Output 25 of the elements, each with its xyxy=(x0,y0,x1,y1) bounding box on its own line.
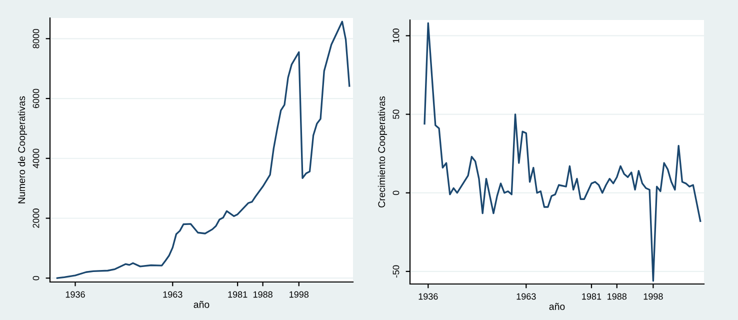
y-axis-title: Numero de Cooperativas xyxy=(18,96,27,204)
x-tick-label: 1998 xyxy=(290,291,309,298)
x-axis-title: año xyxy=(549,302,565,310)
y-tick-label: 100 xyxy=(392,28,400,43)
x-tick-label: 1963 xyxy=(516,293,536,300)
y-axis-title: Crecimiento Cooperativas xyxy=(378,96,387,208)
x-tick-label: 1981 xyxy=(228,291,248,298)
y-tick-label: -50 xyxy=(392,265,400,278)
y-tick-label: 4000 xyxy=(32,148,40,168)
x-tick-label: 1981 xyxy=(582,293,602,300)
x-axis-title: año xyxy=(194,300,210,308)
line-series xyxy=(424,22,702,282)
y-tick-label: 2000 xyxy=(32,208,40,228)
y-tick-label: 6000 xyxy=(32,88,40,108)
x-tick-label: 1936 xyxy=(66,291,85,298)
x-tick-label: 1936 xyxy=(418,293,438,300)
y-tick-label: 8000 xyxy=(32,28,40,48)
x-tick-label: 1963 xyxy=(163,291,182,298)
x-tick-label: 1988 xyxy=(253,291,272,298)
y-tick-label: 50 xyxy=(392,110,400,119)
y-tick-label: 0 xyxy=(32,276,40,280)
x-tick-label: 1998 xyxy=(644,293,663,300)
x-tick-label: 1988 xyxy=(608,293,627,300)
line-series xyxy=(56,20,350,279)
y-tick-label: 0 xyxy=(392,190,400,196)
